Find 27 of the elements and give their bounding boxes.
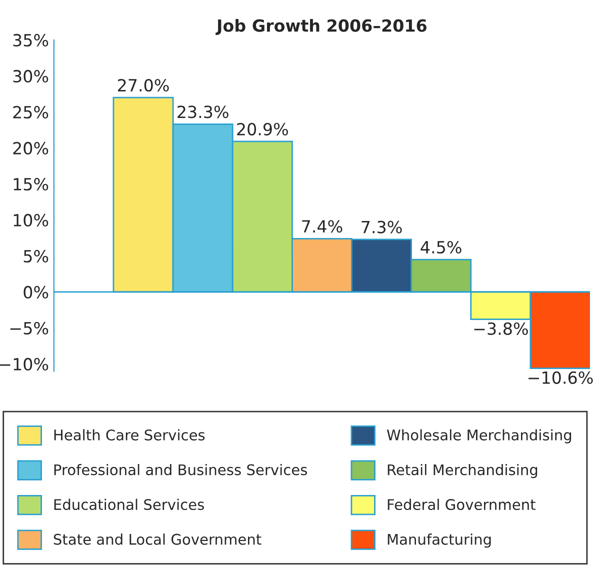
chart-title: Job Growth 2006–2016 xyxy=(216,18,427,35)
legend-label: State and Local Government xyxy=(54,534,262,545)
y-tick-label: 20% xyxy=(13,142,48,155)
y-tick-label: 10% xyxy=(14,214,48,227)
y-tick-label: 15% xyxy=(14,178,48,191)
y-tick-label: 0% xyxy=(24,286,48,299)
data-label: 7.3% xyxy=(362,220,402,234)
data-label: 23.3% xyxy=(178,106,228,118)
legend-label: Federal Government xyxy=(388,498,536,510)
y-tick-label: 25% xyxy=(13,106,48,119)
legend-label: Health Care Services xyxy=(54,429,205,440)
legend-label: Wholesale Merchandising xyxy=(386,429,572,444)
legend-label: Professional and Business Services xyxy=(54,464,307,476)
y-tick-label: 35% xyxy=(13,34,48,47)
data-label: 7.4% xyxy=(302,220,342,233)
legend-label: Educational Services xyxy=(54,498,204,510)
y-tick-label: 5% xyxy=(24,250,48,263)
y-tick-label: 30% xyxy=(13,70,48,83)
data-label: 20.9% xyxy=(237,122,288,136)
data-label: −10.6% xyxy=(528,371,593,384)
data-label: 4.5% xyxy=(420,240,462,254)
data-label: −3.8% xyxy=(474,322,528,335)
y-tick-label: −5% xyxy=(10,322,48,335)
legend-label: Retail Merchandising xyxy=(388,464,538,478)
y-tick-label: −10% xyxy=(0,358,48,371)
legend-label: Manufacturing xyxy=(388,534,491,548)
data-label: 27.0% xyxy=(118,78,169,92)
